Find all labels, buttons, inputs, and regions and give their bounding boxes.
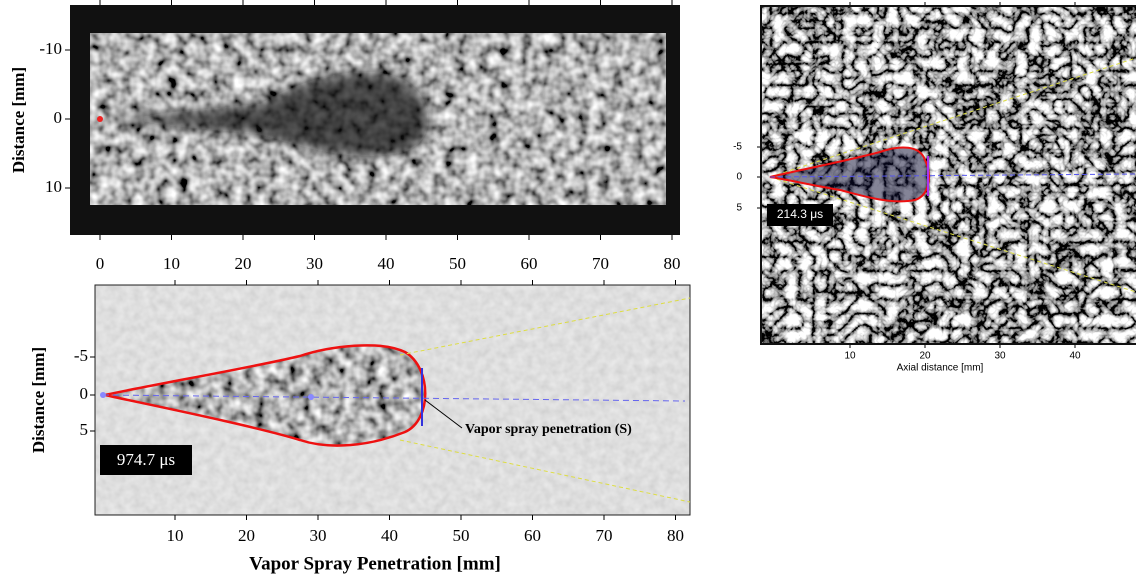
nozzle	[97, 116, 103, 122]
x-tick-label: 40	[378, 254, 395, 273]
y-tick-label: -10	[39, 39, 62, 58]
x-tick-label: 60	[521, 254, 538, 273]
y-tick-label: 0	[54, 108, 63, 127]
y-tick-label: 5	[80, 420, 89, 439]
x-tick-label: 20	[919, 351, 931, 362]
x-tick-label: 80	[664, 254, 681, 273]
nozzle	[100, 392, 106, 398]
cone-line	[769, 176, 1136, 293]
x-tick-label: 50	[449, 254, 466, 273]
axis-line	[769, 173, 1136, 178]
time-label: 214.3 μs	[777, 207, 823, 221]
y-axis-label: Distance [mm]	[29, 347, 48, 453]
x-tick-label: 80	[667, 526, 684, 545]
y-tick-label: 0	[736, 172, 742, 183]
cone-line	[769, 57, 1136, 178]
x-tick-label: 30	[306, 254, 323, 273]
x-tick-label: 10	[844, 351, 856, 362]
axis-line	[102, 394, 686, 402]
cone-line	[399, 439, 691, 503]
x-tick-label: 40	[381, 526, 398, 545]
x-tick-label: 0	[96, 254, 105, 273]
y-tick-label: -5	[74, 346, 88, 365]
x-tick-label: 70	[592, 254, 609, 273]
x-tick-label: 40	[1069, 351, 1081, 362]
time-label: 974.7 μs	[117, 450, 175, 469]
x-tick-label: 30	[310, 526, 327, 545]
panel-c: 214.3 μs Axial distance [mm]	[760, 5, 1136, 374]
centroid	[308, 394, 314, 400]
x-tick-label: 20	[238, 526, 255, 545]
annotation: Vapor spray penetration (S)	[465, 422, 632, 437]
y-tick-label: -5	[733, 142, 742, 153]
x-tick-label: 50	[453, 526, 470, 545]
spray-plume	[100, 71, 429, 156]
x-tick-label: 70	[596, 526, 613, 545]
x-tick-label: 10	[163, 254, 180, 273]
spray-contour	[104, 344, 427, 447]
time-box	[100, 445, 192, 475]
annotation-arrow	[424, 399, 463, 429]
x-tick-label: 10	[167, 526, 184, 545]
y-axis-label: Distance [mm]	[9, 67, 28, 173]
y-tick-label: 5	[736, 203, 742, 214]
x-axis-label: Axial distance [mm]	[897, 363, 984, 374]
panel-a: Distance [mm]	[9, 5, 680, 235]
cone-line	[399, 297, 691, 356]
x-tick-label: 60	[524, 526, 541, 545]
x-tick-label: 20	[235, 254, 252, 273]
x-axis-label: Vapor Spray Penetration [mm]	[249, 553, 501, 574]
y-tick-label: 10	[45, 177, 62, 196]
y-tick-label: 0	[80, 384, 89, 403]
x-tick-label: 30	[994, 351, 1006, 362]
time-box	[767, 204, 833, 226]
panel-b: Vapor spray penetration (S) 974.7 μs Dis…	[29, 284, 691, 574]
